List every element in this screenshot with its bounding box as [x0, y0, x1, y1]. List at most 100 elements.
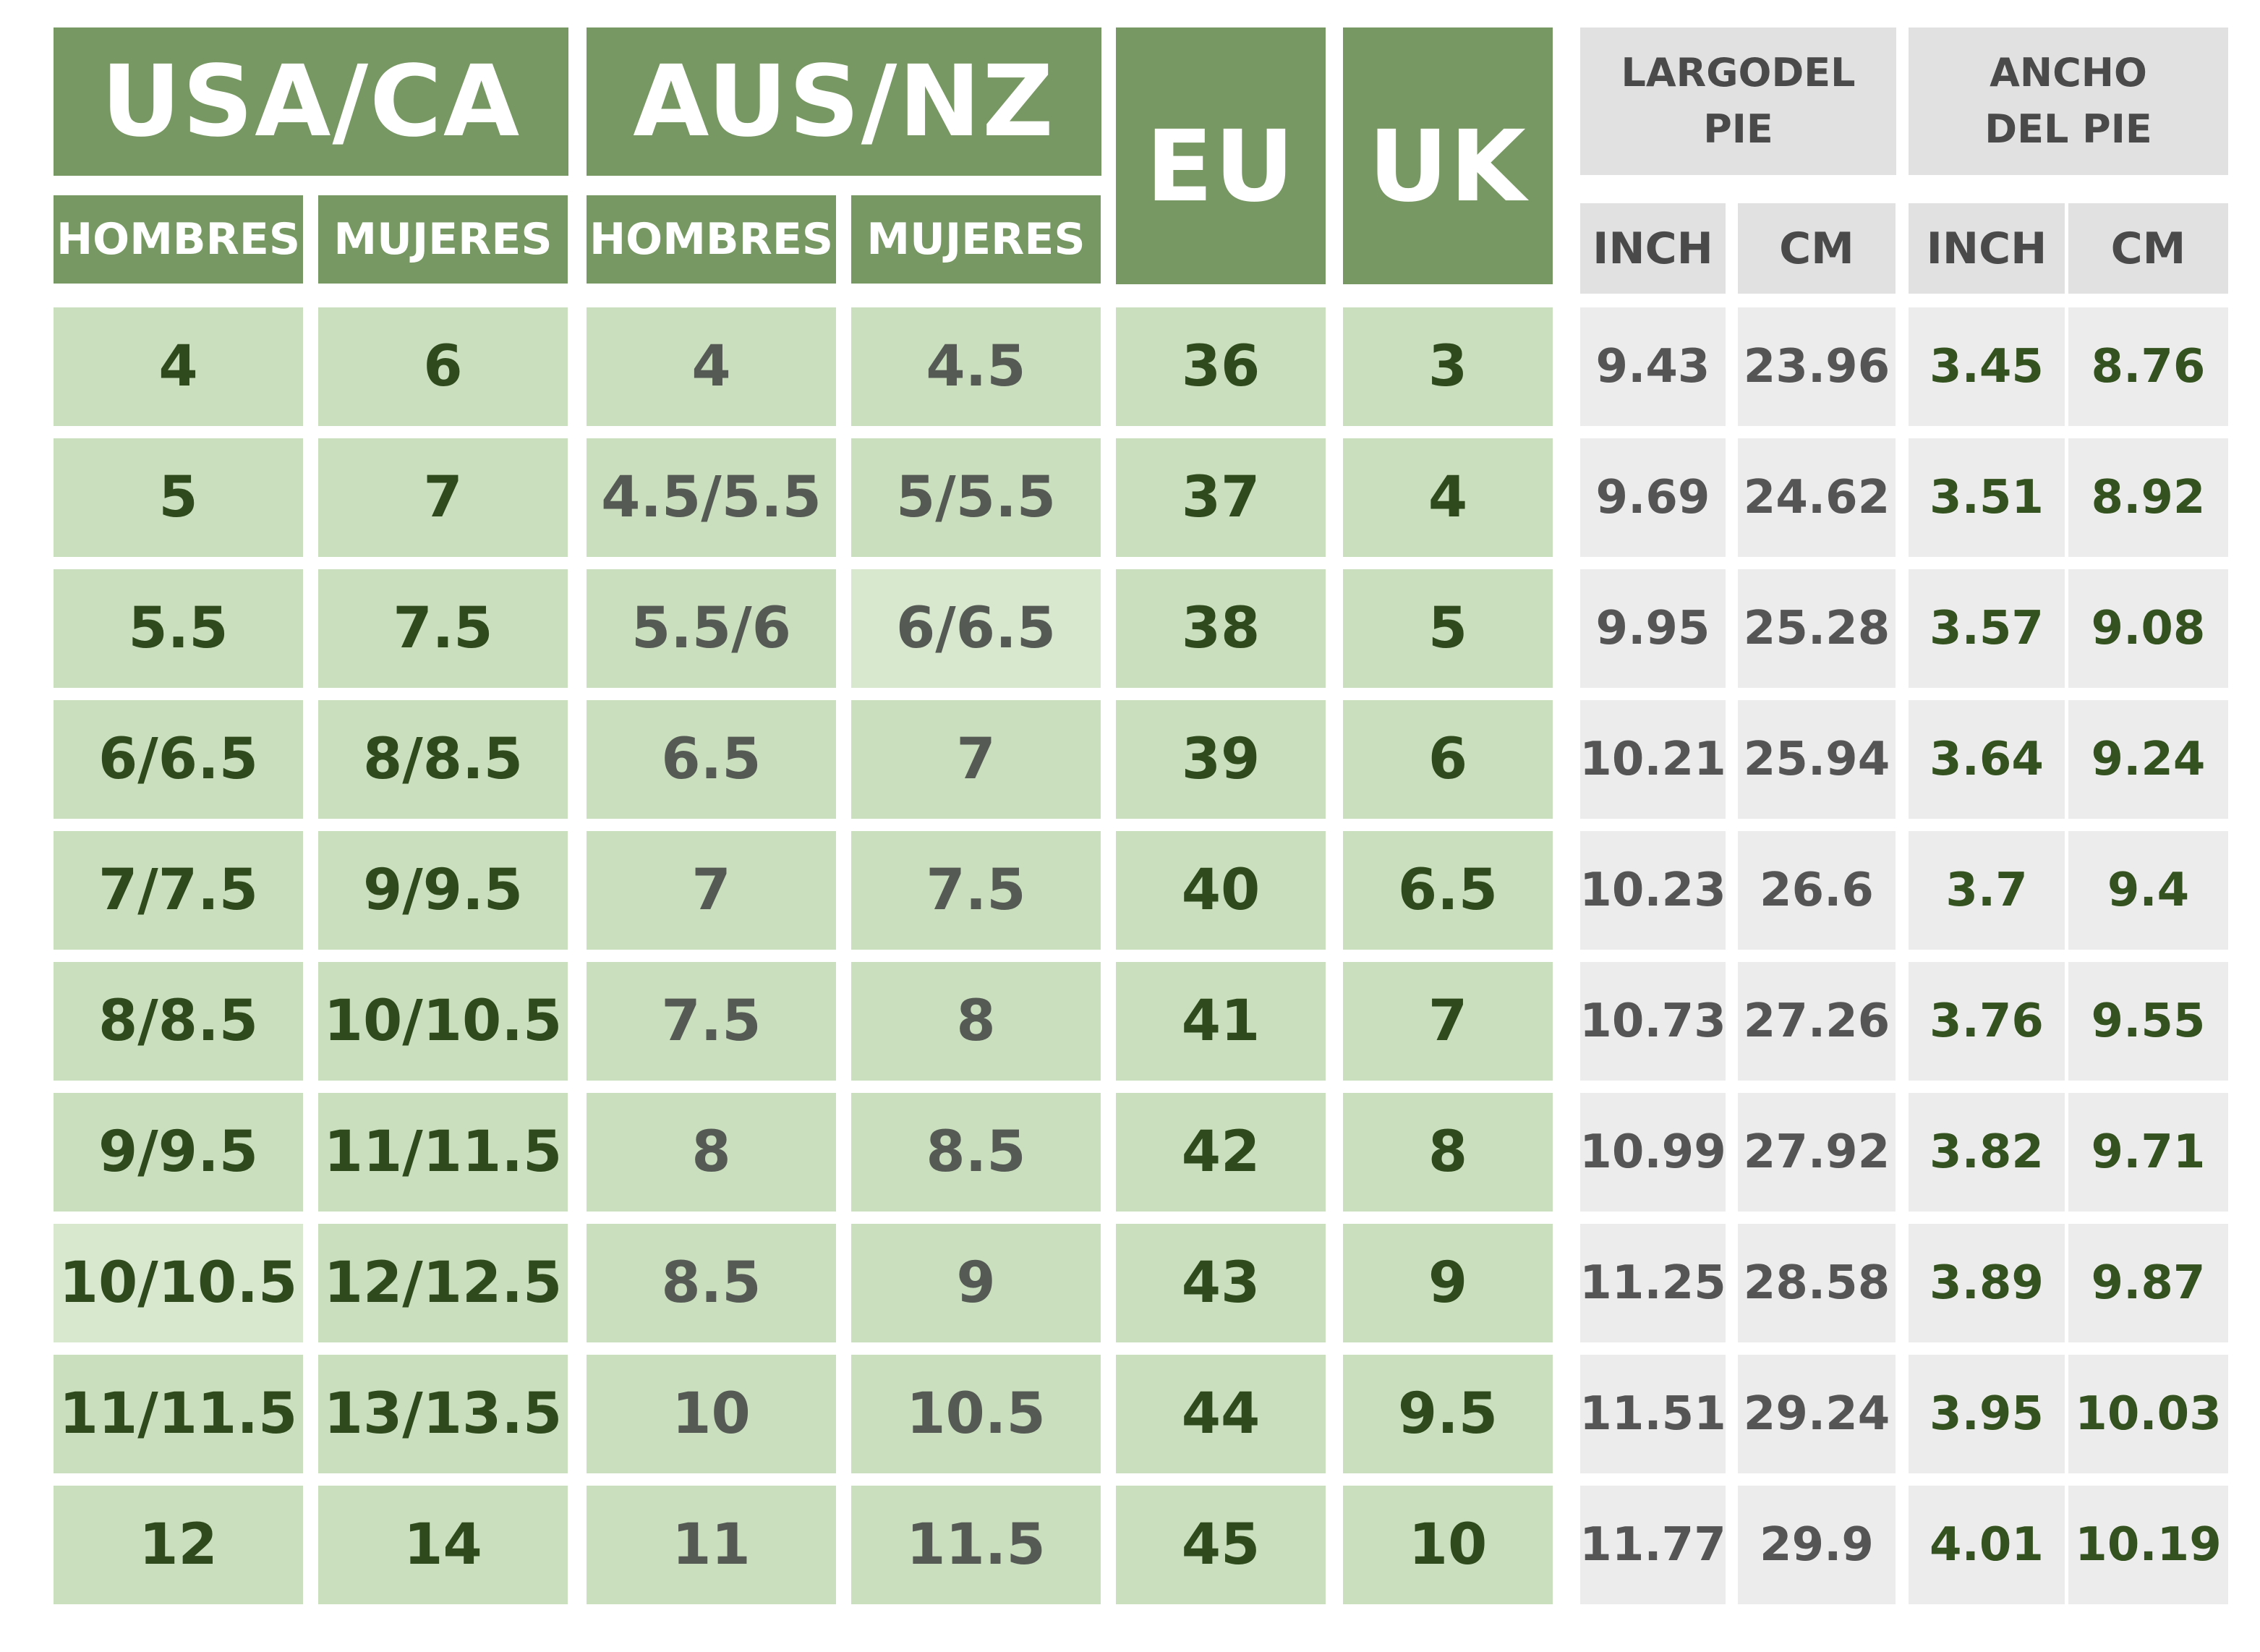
cell-ancho-cm: 9.55 — [2068, 962, 2228, 1081]
cell-uk: 7 — [1343, 962, 1553, 1081]
cell-ancho-inch: 3.95 — [1909, 1355, 2065, 1473]
cell-largo-inch: 9.95 — [1580, 569, 1726, 688]
cell-uk: 3 — [1343, 307, 1553, 426]
cell-aus-hombres: 7.5 — [587, 962, 836, 1081]
cell-aus-hombres: 7 — [587, 831, 836, 950]
cell-aus-hombres: 4.5/5.5 — [587, 438, 836, 557]
cell-aus-mujeres: 11.5 — [851, 1486, 1101, 1604]
cell-ancho-cm: 8.76 — [2068, 307, 2228, 426]
subheader-usa-hombres: HOMBRES — [54, 195, 303, 284]
cell-ancho-inch: 3.7 — [1909, 831, 2065, 950]
cell-largo-cm: 23.96 — [1738, 307, 1896, 426]
cell-largo-inch: 11.77 — [1579, 1486, 1726, 1604]
cell-eu: 43 — [1116, 1224, 1326, 1342]
cell-largo-cm: 25.94 — [1738, 700, 1896, 819]
cell-aus-hombres: 10 — [587, 1355, 836, 1473]
header-largo-del-pie: LARGODEL PIE — [1580, 27, 1896, 175]
cell-usa-hombres: 6/6.5 — [54, 700, 303, 819]
cell-aus-mujeres: 7.5 — [851, 831, 1101, 950]
cell-aus-mujeres: 5/5.5 — [851, 438, 1101, 557]
subheader-aus-hombres: HOMBRES — [587, 195, 836, 284]
cell-largo-inch: 11.51 — [1579, 1355, 1726, 1473]
cell-ancho-inch: 3.76 — [1909, 962, 2065, 1081]
cell-aus-mujeres: 6/6.5 — [851, 569, 1101, 688]
cell-eu: 41 — [1116, 962, 1326, 1081]
cell-uk: 10 — [1343, 1486, 1553, 1604]
cell-eu: 44 — [1116, 1355, 1326, 1473]
cell-ancho-inch: 3.45 — [1909, 307, 2065, 426]
cell-eu: 42 — [1116, 1093, 1326, 1212]
header-usa-ca: USA/CA — [54, 27, 568, 176]
header-ancho-del-pie: ANCHO DEL PIE — [1909, 27, 2228, 175]
cell-largo-inch: 9.43 — [1580, 307, 1726, 426]
cell-aus-hombres: 8.5 — [587, 1224, 836, 1342]
cell-largo-cm: 25.28 — [1738, 569, 1896, 688]
cell-ancho-cm: 9.24 — [2068, 700, 2228, 819]
cell-ancho-inch: 4.01 — [1909, 1486, 2065, 1604]
header-eu: EU — [1116, 27, 1326, 284]
cell-uk: 5 — [1343, 569, 1553, 688]
header-uk: UK — [1343, 27, 1553, 284]
cell-usa-mujeres: 14 — [318, 1486, 568, 1604]
cell-usa-hombres: 4 — [54, 307, 303, 426]
cell-usa-mujeres: 9/9.5 — [318, 831, 568, 950]
cell-largo-cm: 27.26 — [1738, 962, 1896, 1081]
cell-largo-inch: 10.21 — [1579, 700, 1726, 819]
cell-ancho-inch: 3.82 — [1909, 1093, 2065, 1212]
cell-usa-hombres: 7/7.5 — [54, 831, 303, 950]
cell-aus-mujeres: 7 — [851, 700, 1101, 819]
cell-largo-cm: 26.6 — [1738, 831, 1896, 950]
cell-usa-hombres: 5.5 — [54, 569, 303, 688]
cell-usa-hombres: 11/11.5 — [54, 1355, 303, 1473]
cell-aus-mujeres: 10.5 — [851, 1355, 1101, 1473]
subheader-usa-mujeres: MUJERES — [318, 195, 568, 284]
cell-largo-cm: 27.92 — [1738, 1093, 1896, 1212]
cell-ancho-inch: 3.89 — [1909, 1224, 2065, 1342]
cell-eu: 37 — [1116, 438, 1326, 557]
subheader-aus-mujeres: MUJERES — [851, 195, 1101, 284]
cell-uk: 6.5 — [1343, 831, 1553, 950]
cell-ancho-cm: 9.4 — [2068, 831, 2228, 950]
cell-eu: 40 — [1116, 831, 1326, 950]
cell-largo-inch: 10.73 — [1579, 962, 1726, 1081]
cell-largo-inch: 9.69 — [1580, 438, 1726, 557]
cell-ancho-cm: 9.71 — [2068, 1093, 2228, 1212]
cell-uk: 9 — [1343, 1224, 1553, 1342]
cell-ancho-cm: 8.92 — [2068, 438, 2228, 557]
cell-eu: 38 — [1116, 569, 1326, 688]
cell-ancho-inch: 3.57 — [1909, 569, 2065, 688]
cell-aus-mujeres: 9 — [851, 1224, 1101, 1342]
cell-aus-hombres: 11 — [587, 1486, 836, 1604]
cell-aus-hombres: 5.5/6 — [587, 569, 836, 688]
cell-uk: 8 — [1343, 1093, 1553, 1212]
cell-aus-mujeres: 8 — [851, 962, 1101, 1081]
cell-eu: 36 — [1116, 307, 1326, 426]
cell-usa-mujeres: 8/8.5 — [318, 700, 568, 819]
cell-uk: 6 — [1343, 700, 1553, 819]
cell-largo-cm: 29.24 — [1738, 1355, 1896, 1473]
cell-usa-mujeres: 6 — [318, 307, 568, 426]
cell-largo-cm: 29.9 — [1738, 1486, 1896, 1604]
cell-aus-hombres: 8 — [587, 1093, 836, 1212]
subheader-largo-inch: INCH — [1580, 203, 1726, 294]
cell-usa-mujeres: 10/10.5 — [318, 962, 568, 1081]
cell-largo-inch: 10.99 — [1579, 1093, 1726, 1212]
cell-ancho-inch: 3.51 — [1909, 438, 2065, 557]
cell-usa-hombres: 8/8.5 — [54, 962, 303, 1081]
cell-eu: 45 — [1116, 1486, 1326, 1604]
cell-uk: 4 — [1343, 438, 1553, 557]
cell-largo-inch: 10.23 — [1579, 831, 1726, 950]
cell-ancho-inch: 3.64 — [1909, 700, 2065, 819]
cell-largo-inch: 11.25 — [1579, 1224, 1726, 1342]
cell-ancho-cm: 9.87 — [2068, 1224, 2228, 1342]
cell-usa-mujeres: 13/13.5 — [318, 1355, 568, 1473]
cell-ancho-cm: 9.08 — [2068, 569, 2228, 688]
cell-largo-cm: 24.62 — [1738, 438, 1896, 557]
cell-aus-hombres: 4 — [587, 307, 836, 426]
cell-usa-mujeres: 7 — [318, 438, 568, 557]
cell-uk: 9.5 — [1343, 1355, 1553, 1473]
cell-aus-mujeres: 8.5 — [851, 1093, 1101, 1212]
cell-ancho-cm: 10.03 — [2068, 1355, 2228, 1473]
cell-eu: 39 — [1116, 700, 1326, 819]
cell-usa-mujeres: 12/12.5 — [318, 1224, 568, 1342]
